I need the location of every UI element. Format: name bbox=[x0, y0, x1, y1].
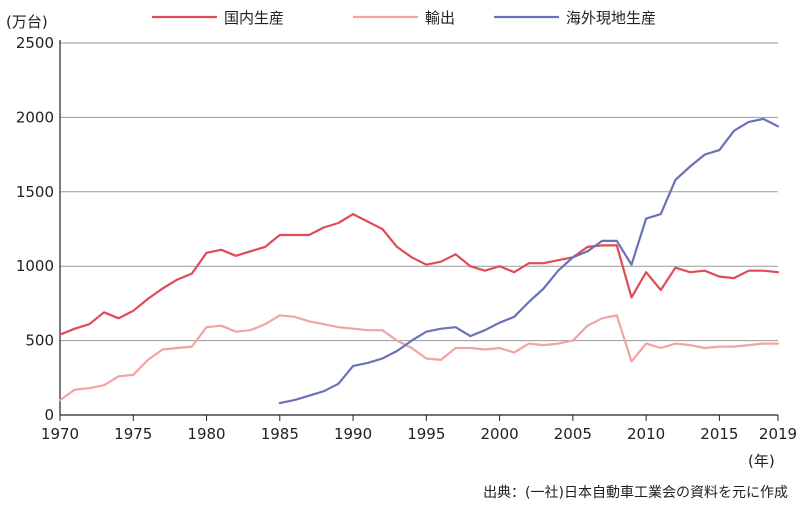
x-tick-1985: 1985 bbox=[261, 425, 299, 443]
series-line-0 bbox=[58, 213, 780, 336]
y-tick-2000: 2000 bbox=[16, 108, 54, 126]
x-tick-1995: 1995 bbox=[407, 425, 445, 443]
legend: 国内生産 輸出 海外現地生産 bbox=[152, 9, 656, 27]
axes bbox=[59, 40, 779, 421]
gridlines bbox=[60, 42, 778, 342]
x-tick-1990: 1990 bbox=[334, 425, 372, 443]
data-points bbox=[59, 118, 779, 404]
x-tick-2000: 2000 bbox=[480, 425, 518, 443]
legend-label-0: 国内生産 bbox=[224, 9, 284, 27]
source-note: 出典：(一社)日本自動車工業会の資料を元に作成 bbox=[483, 485, 788, 501]
x-tick-1980: 1980 bbox=[187, 425, 225, 443]
y-tick-0: 0 bbox=[44, 406, 54, 424]
y-tick-1000: 1000 bbox=[16, 257, 54, 275]
y-tick-2500: 2500 bbox=[16, 34, 54, 52]
legend-label-1: 輸出 bbox=[425, 9, 455, 27]
x-tick-labels: 1970 1975 1980 1985 1990 1995 2000 2005 2010 2015… bbox=[41, 425, 797, 443]
series-lines bbox=[58, 117, 780, 405]
x-tick-1975: 1975 bbox=[114, 425, 152, 443]
y-tick-labels: 0 500 1000 1500 2000 2500 bbox=[16, 34, 54, 424]
x-unit-label: (年) bbox=[748, 452, 775, 470]
x-tick-2019: 2019 bbox=[759, 425, 797, 443]
x-tick-1970: 1970 bbox=[41, 425, 79, 443]
x-tick-2010: 2010 bbox=[627, 425, 665, 443]
legend-label-2: 海外現地生産 bbox=[566, 9, 656, 27]
series-line-1 bbox=[58, 314, 780, 402]
y-tick-500: 500 bbox=[25, 332, 54, 350]
y-tick-1500: 1500 bbox=[16, 183, 54, 201]
series-line-2 bbox=[278, 117, 780, 405]
y-unit-label: (万台) bbox=[6, 13, 48, 31]
x-tick-2005: 2005 bbox=[554, 425, 592, 443]
x-tick-2015: 2015 bbox=[700, 425, 738, 443]
